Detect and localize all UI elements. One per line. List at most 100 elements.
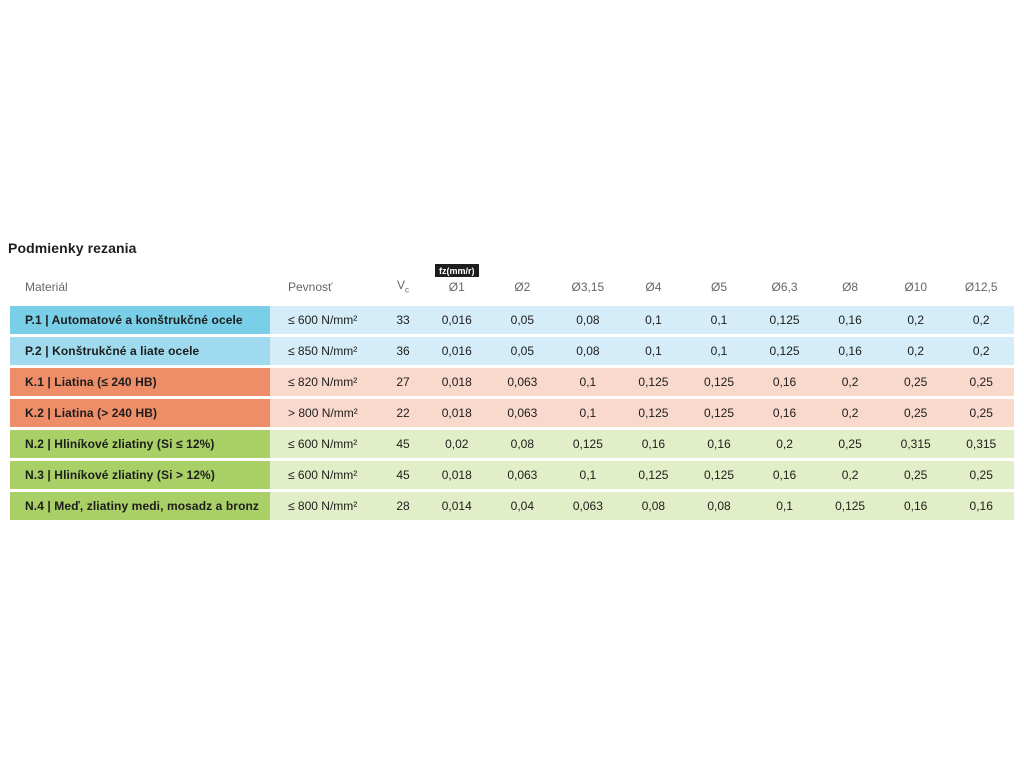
fz-value-cell: 0,315 bbox=[882, 430, 949, 458]
table-row: N.4 | Meď, zliatiny medi, mosadz a bronz… bbox=[10, 492, 1014, 520]
fz-value-cell: 0,05 bbox=[489, 306, 556, 334]
fz-value-cell: 0,1 bbox=[555, 461, 621, 489]
fz-value-cell: 0,25 bbox=[948, 368, 1014, 396]
strength-cell: ≤ 850 N/mm² bbox=[270, 337, 382, 365]
table-row: N.3 | Hliníkové zliatiny (Si > 12%) ≤ 60… bbox=[10, 461, 1014, 489]
fz-value-cell: 0,018 bbox=[424, 399, 490, 427]
fz-value-cell: 0,063 bbox=[489, 399, 556, 427]
fz-value-cell: 0,063 bbox=[489, 368, 556, 396]
fz-value-cell: 0,1 bbox=[620, 306, 687, 334]
fz-value-cell: 0,125 bbox=[620, 368, 687, 396]
fz-value-cell: 0,1 bbox=[751, 492, 818, 520]
fz-value-cell: 0,25 bbox=[817, 430, 883, 458]
vc-cell: 45 bbox=[382, 461, 424, 489]
material-cell: P.2 | Konštrukčné a liate ocele bbox=[10, 337, 270, 365]
fz-value-cell: 0,125 bbox=[751, 337, 818, 365]
diameter-label: Ø5 bbox=[710, 280, 727, 294]
vc-cell: 28 bbox=[382, 492, 424, 520]
fz-value-cell: 0,25 bbox=[882, 399, 949, 427]
diameter-label: Ø12,5 bbox=[964, 280, 998, 294]
fz-value-cell: 0,1 bbox=[686, 306, 752, 334]
fz-value-cell: 0,16 bbox=[751, 368, 818, 396]
column-header-diameter-4: Ø4 bbox=[621, 258, 687, 296]
fz-value-cell: 0,125 bbox=[686, 399, 752, 427]
fz-value-cell: 0,08 bbox=[620, 492, 687, 520]
fz-value-cell: 0,16 bbox=[686, 430, 752, 458]
fz-value-cell: 0,1 bbox=[555, 368, 621, 396]
strength-cell: ≤ 600 N/mm² bbox=[270, 306, 382, 334]
fz-value-cell: 0,2 bbox=[948, 306, 1014, 334]
column-header-strength: Pevnosť bbox=[288, 280, 333, 294]
column-header-diameter-5: Ø5 bbox=[686, 258, 752, 296]
fz-value-cell: 0,25 bbox=[948, 461, 1014, 489]
fz-value-cell: 0,25 bbox=[882, 368, 949, 396]
fz-value-cell: 0,16 bbox=[948, 492, 1014, 520]
diameter-label: Ø6,3 bbox=[771, 280, 798, 294]
fz-value-cell: 0,063 bbox=[489, 461, 556, 489]
fz-value-cell: 0,25 bbox=[948, 399, 1014, 427]
fz-value-cell: 0,018 bbox=[424, 368, 490, 396]
cutting-conditions-table: Materiál Pevnosť Vc fz(mm/r) Ø1 Ø2 Ø3,15… bbox=[10, 258, 1014, 523]
fz-value-cell: 0,2 bbox=[817, 399, 883, 427]
diameter-label: Ø2 bbox=[514, 280, 531, 294]
diameter-label: Ø4 bbox=[645, 280, 662, 294]
fz-value-cell: 0,08 bbox=[555, 306, 621, 334]
vc-subscript: c bbox=[405, 285, 409, 294]
strength-cell: ≤ 820 N/mm² bbox=[270, 368, 382, 396]
material-cell: K.2 | Liatina (> 240 HB) bbox=[10, 399, 270, 427]
fz-value-cell: 0,2 bbox=[817, 368, 883, 396]
diameter-label: Ø10 bbox=[904, 280, 927, 294]
fz-value-cell: 0,16 bbox=[882, 492, 949, 520]
strength-cell: ≤ 600 N/mm² bbox=[270, 461, 382, 489]
fz-value-cell: 0,2 bbox=[751, 430, 818, 458]
fz-value-cell: 0,1 bbox=[620, 337, 687, 365]
fz-value-cell: 0,1 bbox=[555, 399, 621, 427]
table-row: P.1 | Automatové a konštrukčné ocele ≤ 6… bbox=[10, 306, 1014, 334]
material-cell: N.4 | Meď, zliatiny medi, mosadz a bronz bbox=[10, 492, 270, 520]
fz-value-cell: 0,2 bbox=[882, 306, 949, 334]
fz-value-cell: 0,05 bbox=[489, 337, 556, 365]
fz-value-cell: 0,125 bbox=[686, 461, 752, 489]
fz-value-cell: 0,125 bbox=[555, 430, 621, 458]
fz-value-cell: 0,315 bbox=[948, 430, 1014, 458]
column-header-diameter-3: Ø3,15 bbox=[555, 258, 621, 296]
strength-cell: ≤ 600 N/mm² bbox=[270, 430, 382, 458]
fz-value-cell: 0,016 bbox=[424, 337, 490, 365]
column-header-diameter-6: Ø6,3 bbox=[752, 258, 818, 296]
fz-value-cell: 0,16 bbox=[817, 337, 883, 365]
fz-value-cell: 0,125 bbox=[686, 368, 752, 396]
fz-value-cell: 0,014 bbox=[424, 492, 490, 520]
fz-value-cell: 0,125 bbox=[817, 492, 883, 520]
vc-cell: 33 bbox=[382, 306, 424, 334]
table-header-row: Materiál Pevnosť Vc fz(mm/r) Ø1 Ø2 Ø3,15… bbox=[10, 258, 1014, 296]
vc-cell: 45 bbox=[382, 430, 424, 458]
fz-value-cell: 0,063 bbox=[555, 492, 621, 520]
fz-value-cell: 0,125 bbox=[620, 399, 687, 427]
strength-cell: ≤ 800 N/mm² bbox=[270, 492, 382, 520]
fz-value-cell: 0,018 bbox=[424, 461, 490, 489]
vc-cell: 36 bbox=[382, 337, 424, 365]
diameter-label: Ø3,15 bbox=[571, 280, 605, 294]
fz-value-cell: 0,1 bbox=[686, 337, 752, 365]
vc-cell: 22 bbox=[382, 399, 424, 427]
fz-value-cell: 0,16 bbox=[620, 430, 687, 458]
table-row: K.2 | Liatina (> 240 HB) > 800 N/mm² 22 … bbox=[10, 399, 1014, 427]
column-header-diameter-9: Ø12,5 bbox=[948, 258, 1014, 296]
fz-value-cell: 0,125 bbox=[620, 461, 687, 489]
column-header-diameter-7: Ø8 bbox=[817, 258, 883, 296]
table-row: P.2 | Konštrukčné a liate ocele ≤ 850 N/… bbox=[10, 337, 1014, 365]
fz-value-cell: 0,16 bbox=[751, 399, 818, 427]
fz-value-cell: 0,04 bbox=[489, 492, 556, 520]
table-row: N.2 | Hliníkové zliatiny (Si ≤ 12%) ≤ 60… bbox=[10, 430, 1014, 458]
fz-value-cell: 0,16 bbox=[751, 461, 818, 489]
fz-value-cell: 0,2 bbox=[817, 461, 883, 489]
column-header-diameter-2: Ø2 bbox=[490, 258, 556, 296]
fz-unit-badge: fz(mm/r) bbox=[435, 264, 479, 277]
fz-value-cell: 0,25 bbox=[882, 461, 949, 489]
material-cell: P.1 | Automatové a konštrukčné ocele bbox=[10, 306, 270, 334]
page-title: Podmienky rezania bbox=[8, 240, 137, 256]
fz-value-cell: 0,16 bbox=[817, 306, 883, 334]
diameter-label: Ø1 bbox=[448, 280, 465, 294]
strength-cell: > 800 N/mm² bbox=[270, 399, 382, 427]
material-cell: N.2 | Hliníkové zliatiny (Si ≤ 12%) bbox=[10, 430, 270, 458]
